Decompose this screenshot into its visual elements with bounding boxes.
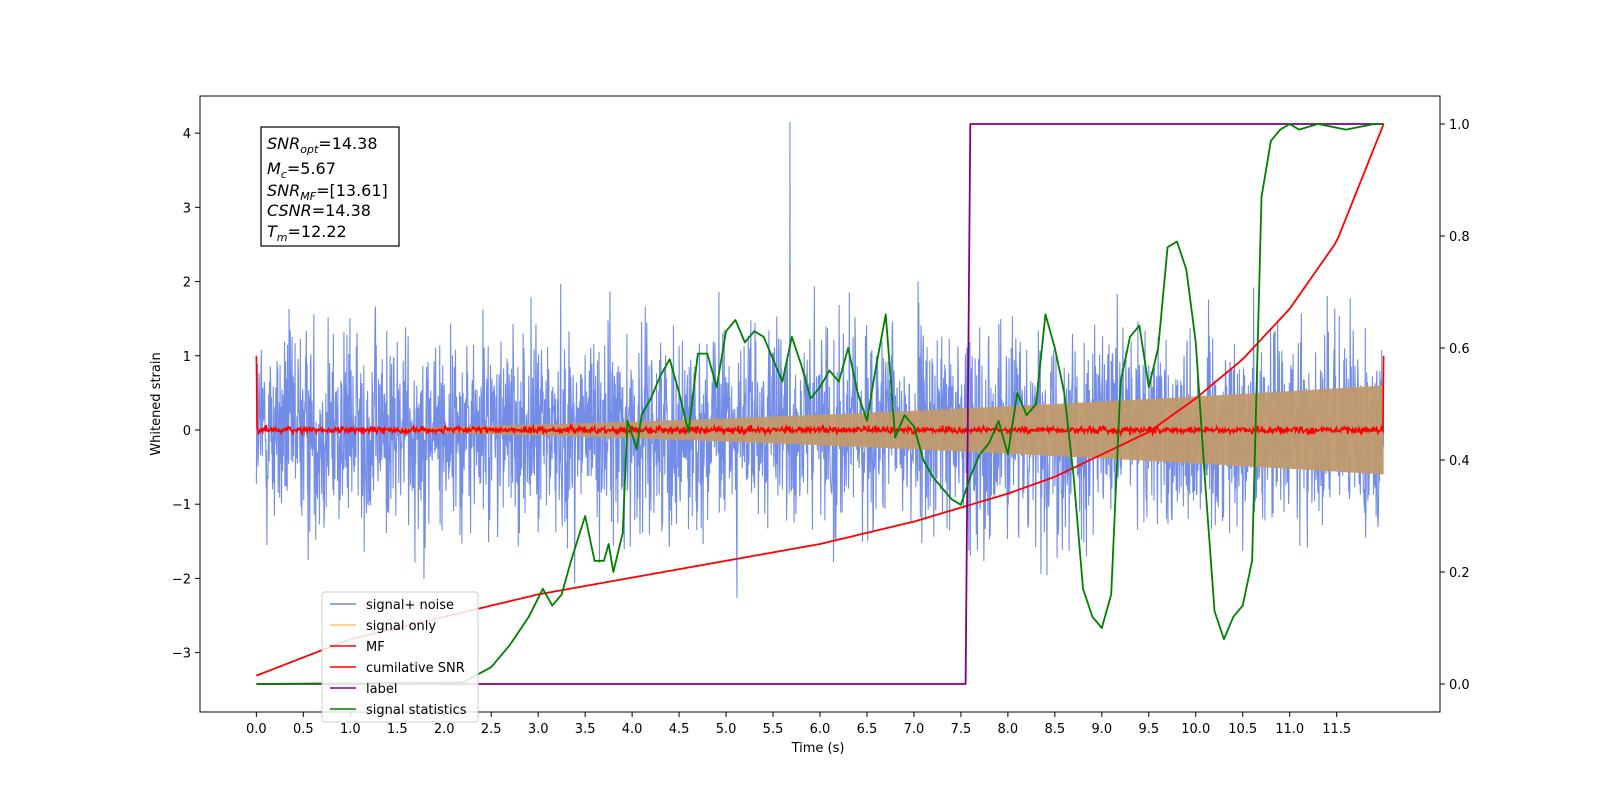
y-axis-label: Whitened strain	[149, 352, 164, 455]
annotation-mc: Mc=5.67	[267, 159, 336, 181]
x-tick-label: 2.0	[434, 722, 455, 737]
x-tick-label: 2.5	[481, 722, 502, 737]
y-tick-label: −2	[172, 572, 191, 587]
x-tick-label: 6.5	[857, 722, 878, 737]
annotation-box	[260, 126, 400, 247]
annotation-csnr: CSNR=14.38	[267, 201, 371, 220]
x-tick-label: 9.0	[1091, 722, 1112, 737]
y2-tick-label: 0.4	[1449, 454, 1470, 469]
x-tick-label: 9.5	[1138, 722, 1159, 737]
series-mf	[255, 355, 1385, 438]
x-tick-label: 3.5	[575, 722, 596, 737]
y2-tick-label: 0.6	[1449, 342, 1470, 357]
x-tick-label: 5.0	[716, 722, 737, 737]
x-tick-label: 11.0	[1275, 722, 1304, 737]
y2-tick-label: 0.0	[1449, 678, 1470, 693]
y2-tick-label: 1.0	[1449, 118, 1470, 133]
legend-label-label: label	[366, 682, 397, 697]
legend-label-signal-only: signal only	[366, 619, 436, 634]
x-tick-label: 8.5	[1045, 722, 1066, 737]
y-tick-label: 4	[183, 127, 191, 142]
x-tick-label: 1.5	[387, 722, 408, 737]
x-tick-label: 4.0	[622, 722, 643, 737]
legend-label-cumulative-snr: cumilative SNR	[366, 661, 465, 676]
x-tick-label: 7.0	[904, 722, 925, 737]
x-tick-label: 4.5	[669, 722, 690, 737]
x-tick-label: 11.5	[1322, 722, 1351, 737]
y-tick-label: −3	[172, 647, 191, 662]
annotation-snr-opt: SNRopt=14.38	[267, 134, 378, 156]
y-tick-label: 2	[183, 276, 191, 291]
x-tick-label: 1.0	[340, 722, 361, 737]
x-tick-label: 6.0	[810, 722, 831, 737]
series-label	[256, 123, 1384, 685]
x-tick-label: 0.0	[246, 722, 267, 737]
y-tick-label: −1	[172, 498, 191, 513]
parameter-annotation: SNRopt=14.38 Mc=5.67 SNRMF=[13.61] CSNR=…	[260, 126, 400, 247]
y-tick-label: 0	[183, 424, 191, 439]
legend-label-signal-statistics: signal statistics	[366, 703, 467, 718]
annotation-tm: Tm=12.22	[267, 222, 347, 244]
y-tick-label: 3	[183, 201, 191, 216]
x-tick-label: 0.5	[293, 722, 314, 737]
legend-label-signal-noise: signal+ noise	[366, 598, 454, 613]
axis-layer: 0.0 0.5 1.0 1.5 2.0 2.5 3.0 3.5 4.0 4.5 5.0 5.5 6.0 6…	[172, 118, 1470, 737]
legend-box	[321, 591, 479, 723]
legend: signal+ noise signal only MF cumilative …	[321, 591, 479, 723]
x-tick-label: 5.5	[763, 722, 784, 737]
x-tick-label: 10.0	[1181, 722, 1210, 737]
x-tick-label: 10.5	[1228, 722, 1257, 737]
annotation-snr-mf: SNRMF=[13.61]	[267, 181, 388, 203]
series-signal-statistics	[256, 123, 1384, 685]
y-tick-label: 1	[183, 350, 191, 365]
x-tick-label: 3.0	[528, 722, 549, 737]
legend-label-mf: MF	[366, 640, 385, 655]
x-axis-label: Time (s)	[791, 741, 845, 756]
x-tick-label: 8.0	[998, 722, 1019, 737]
y2-tick-label: 0.8	[1449, 230, 1470, 245]
y2-tick-label: 0.2	[1449, 566, 1470, 581]
x-tick-label: 7.5	[951, 722, 972, 737]
